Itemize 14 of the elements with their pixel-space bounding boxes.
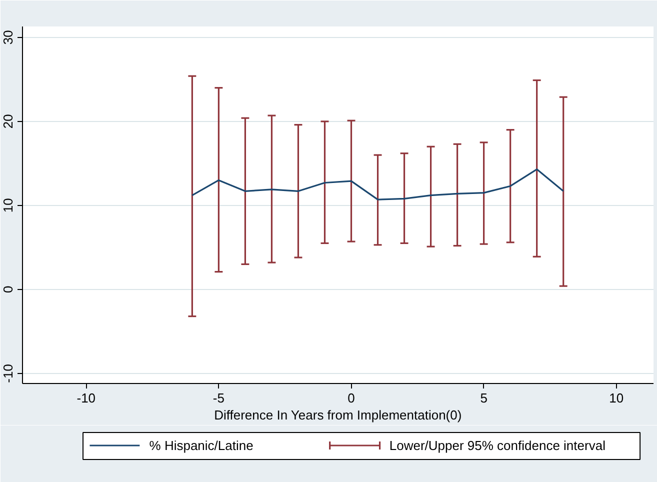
x-tick-label: -10	[76, 390, 96, 406]
x-tick-label: -5	[212, 390, 224, 406]
x-tick-label: 0	[348, 390, 355, 406]
y-tick-label: 0	[0, 286, 16, 294]
y-tick-label: -10	[0, 364, 16, 383]
legend-label: % Hispanic/Latine	[149, 438, 254, 453]
text: Lower/Upper 95% confidence interval	[389, 438, 606, 453]
line-series	[191, 168, 564, 200]
x-axis-title: Difference In Years from Implementation(0)	[214, 408, 462, 422]
y-tick-label: 20	[0, 114, 16, 129]
y-tick-label: 30	[0, 30, 16, 45]
y-tick-label: 10	[0, 198, 16, 213]
x-tick-label: 5	[480, 390, 488, 406]
x-tick-label: 10	[609, 390, 624, 406]
